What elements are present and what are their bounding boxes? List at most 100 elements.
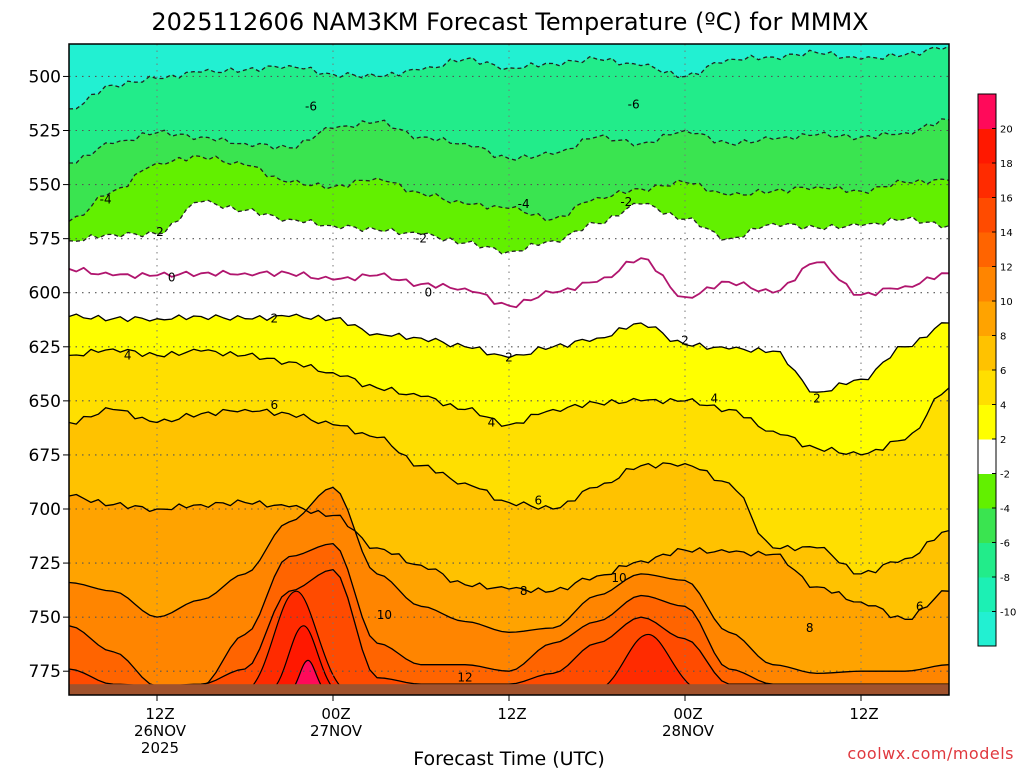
y-axis: 500 525 550 575 600 625 650 675 700 725 750 775 — [29, 67, 69, 682]
x-tick-label: 28NOV — [662, 722, 715, 740]
x-tick-label: 26NOV — [134, 722, 187, 740]
colorbar-label: -2 — [1000, 470, 1010, 481]
grid-lines — [69, 44, 949, 695]
x-tick-label: 00Z — [321, 705, 350, 723]
contour-label: 8 — [806, 621, 814, 635]
contour-line-8 — [69, 493, 949, 620]
colorbar-swatch — [978, 370, 996, 405]
colorbar-label: -10 — [1000, 608, 1016, 619]
colorbar-swatch — [978, 508, 996, 543]
y-tick-label: 750 — [29, 608, 61, 628]
contour-label: 2 — [271, 312, 279, 326]
colorbar-label: 8 — [1000, 332, 1006, 343]
credit-text: coolwx.com/models — [847, 744, 1014, 763]
contour-line--2 — [69, 199, 949, 255]
colorbar-swatch — [978, 197, 996, 233]
y-tick-label: 575 — [29, 230, 61, 250]
contour-line-4 — [69, 348, 949, 456]
colorbar-swatch — [978, 128, 996, 164]
y-tick-label: 725 — [29, 554, 61, 574]
contour-line-10 — [69, 486, 949, 675]
contour-label: -4 — [518, 197, 530, 211]
y-tick-label: 675 — [29, 446, 61, 466]
y-tick-label: 650 — [29, 392, 61, 412]
colorbar-swatch — [978, 301, 996, 336]
colorbar-label: 4 — [1000, 401, 1006, 412]
contour-label: -2 — [620, 195, 632, 209]
contour-label: -4 — [100, 193, 112, 207]
contour-label: 0 — [425, 286, 433, 300]
colorbar: -10 -8 -6 -4 -2 2 4 6 8 10 12 14 16 18 20 — [977, 93, 1016, 647]
contour-label: 4 — [124, 348, 132, 362]
colorbar-label: -6 — [1000, 539, 1010, 550]
colorbar-label: 18 — [1000, 159, 1013, 170]
contour-line-6 — [69, 407, 949, 575]
y-tick-label: 700 — [29, 500, 61, 520]
colorbar-swatch — [978, 439, 996, 474]
contour-label: 4 — [711, 392, 719, 406]
contour-label: -2 — [415, 232, 427, 246]
contour-line--4 — [69, 154, 949, 222]
contour-label: 12 — [457, 671, 472, 685]
plot-area: -6 -6 -4 -4 2 0 0 -2 -2 2 2 2 2 4 4 4 6 6 6 8 8 10 10 12 — [68, 43, 950, 696]
contour-label: 10 — [611, 571, 626, 585]
colorbar-swatch — [978, 577, 996, 612]
colorbar-label: -4 — [1000, 504, 1010, 515]
contour-label: 10 — [377, 608, 392, 622]
colorbar-label: 20 — [1000, 125, 1013, 136]
x-tick-label: 27NOV — [310, 722, 363, 740]
contour-label: 2 — [681, 333, 689, 347]
contour-label: -6 — [305, 100, 317, 114]
colorbar-swatch — [978, 232, 996, 267]
x-tick-label: 2025 — [141, 739, 179, 757]
colorbar-label: 6 — [1000, 366, 1006, 377]
chart-title: 2025112606 NAM3KM Forecast Temperature (… — [151, 8, 868, 36]
colorbar-swatch — [978, 473, 996, 509]
colorbar-label: 2 — [1000, 435, 1006, 446]
contour-label: 0 — [168, 271, 176, 285]
colorbar-swatch — [978, 404, 996, 440]
x-tick-label: 12Z — [497, 705, 526, 723]
colorbar-label: -8 — [1000, 573, 1010, 584]
warm-core-16-at-39.5 — [598, 633, 699, 692]
colorbar-swatch — [978, 335, 996, 371]
contour-label: 4 — [488, 415, 496, 429]
colorbar-swatch — [978, 611, 996, 647]
contour-line--6 — [69, 118, 949, 164]
colorbar-swatch — [978, 94, 996, 129]
contour-label: 6 — [535, 493, 543, 507]
colorbar-label: 10 — [1000, 297, 1013, 308]
contour-line-2 — [69, 313, 949, 393]
y-tick-label: 500 — [29, 67, 61, 87]
colorbar-label: 14 — [1000, 228, 1013, 239]
x-tick-label: 12Z — [145, 705, 174, 723]
contour-labels: -6 -6 -4 -4 2 0 0 -2 -2 2 2 2 2 4 4 4 6 6 6 8 8 10 10 12 — [100, 98, 924, 685]
terrain-layer — [69, 684, 949, 695]
warm-core-20-at-16.3 — [290, 659, 326, 692]
contour-line-0 — [69, 257, 949, 309]
x-tick-label: 00Z — [673, 705, 702, 723]
y-tick-label: 600 — [29, 284, 61, 304]
colorbar-swatch — [978, 542, 996, 578]
x-tick-label: 12Z — [849, 705, 878, 723]
y-tick-label: 775 — [29, 662, 61, 682]
contour-label: 2 — [505, 351, 513, 365]
contour-label: 8 — [520, 584, 528, 598]
x-axis-label: Forecast Time (UTC) — [413, 748, 604, 768]
terrain-band — [69, 684, 949, 695]
colorbar-swatch — [978, 266, 996, 302]
y-tick-label: 525 — [29, 122, 61, 142]
colorbar-label: 16 — [1000, 194, 1013, 205]
y-tick-label: 625 — [29, 338, 61, 358]
warm-core-18-at-16 — [269, 625, 338, 692]
colorbar-swatch — [978, 163, 996, 198]
contour-label: 6 — [916, 599, 924, 613]
y-tick-label: 550 — [29, 176, 61, 196]
contour-label: 6 — [271, 398, 279, 412]
contour-lines — [69, 45, 949, 687]
colorbar-label: 12 — [1000, 263, 1013, 274]
contour-label: 2 — [156, 225, 164, 239]
contour-label: 2 — [813, 392, 821, 406]
